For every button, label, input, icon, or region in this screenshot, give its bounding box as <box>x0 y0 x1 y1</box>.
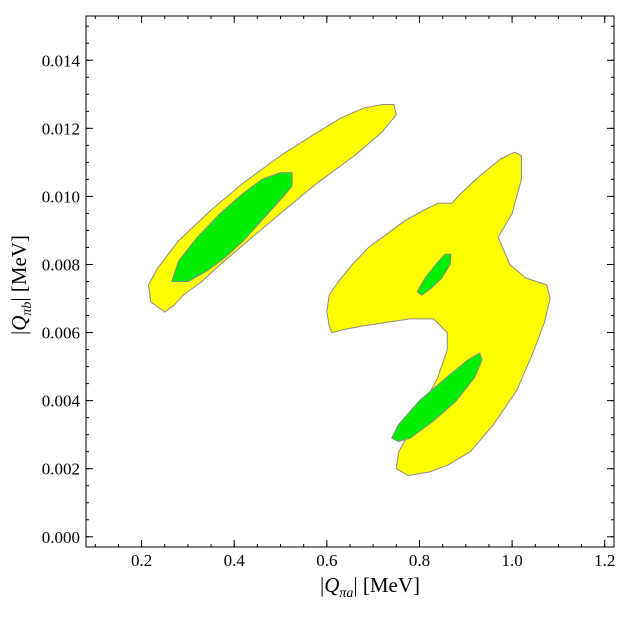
x-tick-label: 1.2 <box>594 551 615 570</box>
x-tick-label: 0.6 <box>316 551 337 570</box>
y-tick-labels: 0.000 0.002 0.004 0.006 0.008 0.010 0.012 0.014 <box>42 51 81 547</box>
x-tick-label: 0.8 <box>409 551 430 570</box>
y-tick-label: 0.002 <box>42 460 80 479</box>
y-axis-title: |Qπb| [MeV] <box>7 235 35 335</box>
x-tick-labels: 0.2 0.4 0.6 0.8 1.0 1.2 <box>131 551 615 570</box>
x-tick-label: 1.0 <box>501 551 522 570</box>
y-tick-label: 0.006 <box>42 324 80 343</box>
y-tick-label: 0.010 <box>42 187 80 206</box>
x-axis-title: |Qπa| [MeV] <box>320 573 420 601</box>
y-tick-label: 0.004 <box>42 392 81 411</box>
y-tick-label: 0.008 <box>42 255 80 274</box>
contour-regions <box>148 104 551 476</box>
inner-region-3 <box>171 172 293 282</box>
inner-region-5 <box>391 352 483 442</box>
inner-region-4 <box>416 253 452 296</box>
y-tick-label: 0.000 <box>42 528 80 547</box>
y-tick-label: 0.014 <box>42 51 81 70</box>
x-tick-label: 0.2 <box>131 551 152 570</box>
outer-region-2 <box>326 151 551 476</box>
y-tick-label: 0.012 <box>42 119 80 138</box>
x-tick-label: 0.4 <box>224 551 246 570</box>
axis-ticks <box>86 16 614 547</box>
